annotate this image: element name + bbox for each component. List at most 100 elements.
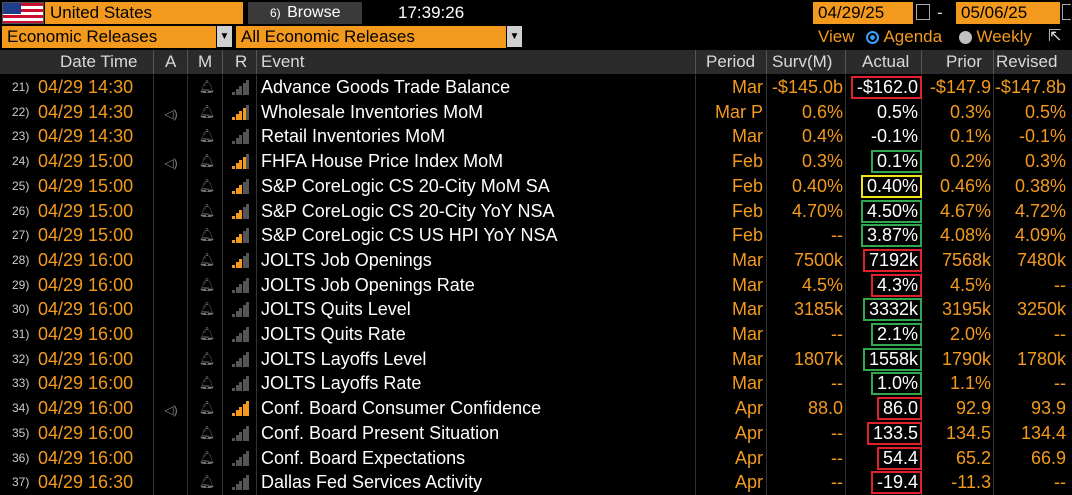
date-from-field[interactable]: 04/29/25 <box>813 2 913 24</box>
row-event[interactable]: JOLTS Job Openings Rate <box>261 274 475 295</box>
col-actual[interactable]: Actual <box>862 52 910 71</box>
row-event[interactable]: Dallas Fed Services Activity <box>261 472 483 493</box>
table-row[interactable]: 25) 04/29 15:00 🔔︎ S&P CoreLogic CS 20-City… <box>0 174 1072 199</box>
table-row[interactable]: 27) 04/29 15:00 🔔︎ S&P CoreLogic CS US HPI … <box>0 223 1072 248</box>
table-row[interactable]: 26) 04/29 15:00 🔔︎ S&P CoreLogic CS 20-City… <box>0 199 1072 224</box>
alert-slot[interactable] <box>160 446 182 471</box>
col-m[interactable]: M <box>198 52 213 71</box>
relevance-bars-icon <box>232 80 250 95</box>
row-event[interactable]: JOLTS Quits Level <box>261 299 411 320</box>
bell-icon[interactable]: 🔔︎ <box>198 424 216 440</box>
row-prior: 65.2 <box>955 447 991 468</box>
table-row[interactable]: 28) 04/29 16:00 🔔︎ JOLTS Job Openings Mar 750… <box>0 248 1072 273</box>
col-r[interactable]: R <box>235 52 248 71</box>
table-row[interactable]: 36) 04/29 16:00 🔔︎ Conf. Board Expectations… <box>0 446 1072 471</box>
row-survey: -$145.0b <box>771 77 843 97</box>
bell-icon[interactable]: 🔔︎ <box>198 128 216 144</box>
bell-icon[interactable]: 🔔︎ <box>198 227 216 243</box>
alert-slot[interactable] <box>160 174 182 199</box>
row-event[interactable]: Conf. Board Present Situation <box>261 422 500 443</box>
alert-slot[interactable] <box>160 347 182 372</box>
speaker-icon[interactable]: ◁) <box>164 156 178 171</box>
bell-icon[interactable]: 🔔︎ <box>198 375 216 391</box>
row-actual: 1.0% <box>876 373 918 394</box>
bell-icon[interactable]: 🔔︎ <box>198 350 216 366</box>
col-a[interactable]: A <box>165 52 177 71</box>
col-event[interactable]: Event <box>261 52 305 71</box>
alert-slot[interactable] <box>160 223 182 248</box>
row-actual: 133.5 <box>872 422 918 443</box>
speaker-icon[interactable]: ◁) <box>164 106 178 121</box>
row-event[interactable]: JOLTS Quits Rate <box>261 324 406 344</box>
row-event[interactable]: Wholesale Inventories MoM <box>261 101 484 122</box>
filter-dropdown[interactable]: All Economic Releases <box>236 26 506 48</box>
row-event[interactable]: Conf. Board Expectations <box>261 447 466 468</box>
table-row[interactable]: 34) 04/29 16:00 ◁) 🔔︎ Conf. Board Consumer C… <box>0 396 1072 421</box>
row-actual: 0.40% <box>866 175 918 196</box>
table-row[interactable]: 32) 04/29 16:00 🔔︎ JOLTS Layoffs Level Mar 18… <box>0 347 1072 372</box>
alert-slot[interactable] <box>160 470 182 495</box>
bell-icon[interactable]: 🔔︎ <box>198 449 216 465</box>
alert-slot[interactable] <box>160 124 182 149</box>
alert-slot[interactable] <box>160 75 182 100</box>
category-dropdown[interactable]: Economic Releases <box>2 26 216 48</box>
table-row[interactable]: 24) 04/29 15:00 ◁) 🔔︎ FHFA House Price Index… <box>0 149 1072 174</box>
bell-icon[interactable]: 🔔︎ <box>198 202 216 218</box>
speaker-icon[interactable]: ◁) <box>164 403 178 418</box>
row-event[interactable]: JOLTS Layoffs Level <box>261 348 427 369</box>
bell-icon[interactable]: 🔔︎ <box>198 177 216 193</box>
bell-icon[interactable]: 🔔︎ <box>198 79 216 94</box>
bell-icon[interactable]: 🔔︎ <box>198 251 216 267</box>
table-row[interactable]: 21) 04/29 14:30 🔔︎ Advance Goods Trade Bala… <box>0 75 1072 100</box>
row-event[interactable]: Retail Inventories MoM <box>261 126 446 147</box>
col-survey[interactable]: Surv(M) <box>772 52 833 71</box>
bell-icon[interactable]: 🔔︎ <box>198 103 216 119</box>
col-period[interactable]: Period <box>706 52 756 71</box>
row-event[interactable]: FHFA House Price Index MoM <box>261 151 504 172</box>
alert-slot[interactable] <box>160 273 182 298</box>
row-event[interactable]: S&P CoreLogic CS US HPI YoY NSA <box>261 225 558 246</box>
col-revised[interactable]: Revised <box>996 52 1058 71</box>
bell-icon[interactable]: 🔔︎ <box>198 326 216 341</box>
row-period: Mar <box>732 373 763 394</box>
bell-icon[interactable]: 🔔︎ <box>198 474 216 490</box>
calendar-icon-2[interactable] <box>1062 4 1071 20</box>
calendar-icon[interactable] <box>916 4 930 20</box>
chevron-down-icon-2[interactable]: ▼ <box>507 26 522 47</box>
row-event[interactable]: JOLTS Layoffs Rate <box>261 373 422 394</box>
bell-icon[interactable]: 🔔︎ <box>198 400 216 416</box>
table-row[interactable]: 29) 04/29 16:00 🔔︎ JOLTS Job Openings Rate M… <box>0 273 1072 298</box>
bell-icon[interactable]: 🔔︎ <box>198 153 216 169</box>
alert-slot[interactable] <box>160 248 182 273</box>
bell-icon[interactable]: 🔔︎ <box>198 301 216 317</box>
row-event[interactable]: S&P CoreLogic CS 20-City YoY NSA <box>261 200 555 221</box>
row-event[interactable]: S&P CoreLogic CS 20-City MoM SA <box>261 175 550 196</box>
alert-slot[interactable] <box>160 371 182 396</box>
table-row[interactable]: 37) 04/29 16:30 🔔︎ Dallas Fed Services Acti… <box>0 470 1072 495</box>
browse-button[interactable]: 6) Browse <box>248 2 362 24</box>
weekly-radio[interactable]: Weekly <box>959 26 1032 49</box>
row-number: 35) <box>12 425 30 440</box>
table-row[interactable]: 35) 04/29 16:00 🔔︎ Conf. Board Present Situ… <box>0 421 1072 446</box>
row-revised: 0.3% <box>1024 151 1066 172</box>
alert-slot[interactable] <box>160 421 182 446</box>
table-row[interactable]: 31) 04/29 16:00 🔔︎ JOLTS Quits Rate Mar -- 2.1… <box>0 322 1072 347</box>
alert-slot[interactable] <box>160 322 182 347</box>
country-field[interactable]: United States <box>45 2 243 24</box>
date-to-field[interactable]: 05/06/25 <box>956 2 1060 24</box>
table-row[interactable]: 22) 04/29 14:30 ◁) 🔔︎ Wholesale Inventories … <box>0 100 1072 125</box>
row-event[interactable]: Conf. Board Consumer Confidence <box>261 398 542 419</box>
row-event[interactable]: Advance Goods Trade Balance <box>261 77 511 97</box>
alert-slot[interactable] <box>160 297 182 322</box>
chevron-down-icon[interactable]: ▼ <box>217 26 232 47</box>
table-row[interactable]: 33) 04/29 16:00 🔔︎ JOLTS Layoffs Rate Mar -- 1… <box>0 371 1072 396</box>
agenda-label: Agenda <box>883 27 943 46</box>
alert-slot[interactable] <box>160 199 182 224</box>
table-row[interactable]: 30) 04/29 16:00 🔔︎ JOLTS Quits Level Mar 3185… <box>0 297 1072 322</box>
col-prior[interactable]: Prior <box>946 52 982 71</box>
agenda-radio[interactable]: Agenda <box>866 26 942 49</box>
table-row[interactable]: 23) 04/29 14:30 🔔︎ Retail Inventories MoM Ma… <box>0 124 1072 149</box>
col-datetime[interactable]: Date Time <box>60 52 138 71</box>
row-event[interactable]: JOLTS Job Openings <box>261 249 432 270</box>
bell-icon[interactable]: 🔔︎ <box>198 276 216 292</box>
